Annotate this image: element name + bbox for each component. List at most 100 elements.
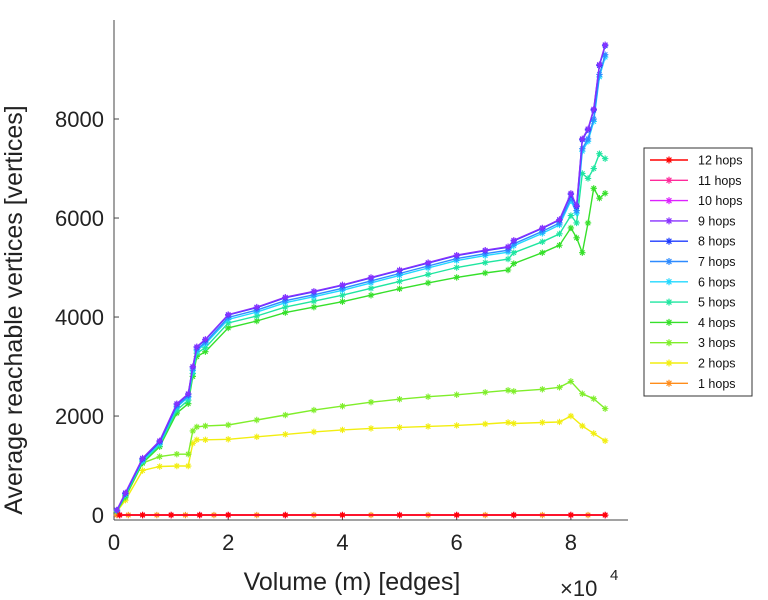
data-point bbox=[567, 190, 575, 197]
data-point bbox=[567, 412, 575, 420]
data-point bbox=[424, 279, 432, 287]
legend-label: 12 hops bbox=[698, 154, 742, 168]
data-point bbox=[156, 463, 163, 470]
data-point bbox=[556, 384, 563, 391]
legend-swatch-marker bbox=[665, 379, 673, 387]
legend-label: 11 hops bbox=[698, 174, 742, 188]
data-point bbox=[139, 467, 146, 474]
data-point bbox=[253, 317, 260, 325]
legend-box bbox=[643, 147, 753, 397]
axis-labels: Volume (m) [edges] Average reachable ver… bbox=[0, 105, 618, 600]
data-point bbox=[584, 175, 592, 182]
data-point bbox=[282, 294, 289, 301]
data-point bbox=[225, 436, 232, 443]
data-point bbox=[173, 450, 181, 458]
legend-entry: 9 hops bbox=[650, 214, 736, 228]
y-tick-label: 0 bbox=[92, 503, 104, 528]
data-point bbox=[396, 396, 403, 403]
legend-swatch-marker bbox=[665, 176, 673, 184]
series-9-hops bbox=[113, 41, 609, 514]
data-point bbox=[193, 343, 201, 350]
legend-label: 3 hops bbox=[698, 336, 736, 350]
data-point bbox=[189, 440, 197, 447]
data-point bbox=[185, 400, 192, 407]
data-point bbox=[282, 303, 289, 311]
data-point bbox=[539, 386, 546, 393]
x-axis-label: Volume (m) [edges] bbox=[244, 568, 461, 596]
data-point bbox=[590, 430, 597, 437]
data-point bbox=[310, 303, 318, 311]
data-point bbox=[202, 344, 209, 351]
data-point bbox=[504, 243, 512, 250]
data-point bbox=[504, 266, 512, 274]
data-point bbox=[339, 281, 346, 289]
series-7-hops bbox=[113, 51, 609, 514]
legend-swatch-marker bbox=[665, 237, 673, 245]
data-point bbox=[482, 420, 489, 428]
data-point bbox=[510, 260, 517, 267]
data-point bbox=[339, 402, 346, 410]
data-point bbox=[396, 285, 403, 293]
data-point bbox=[482, 389, 489, 396]
data-point bbox=[601, 190, 609, 197]
series-line bbox=[116, 186, 606, 512]
legend-entry: 7 hops bbox=[650, 255, 736, 269]
data-point bbox=[573, 202, 580, 209]
x-tick-label: 4 bbox=[336, 530, 348, 555]
data-point bbox=[339, 426, 346, 434]
data-point bbox=[173, 462, 181, 470]
legend-label: 6 hops bbox=[698, 275, 736, 289]
series-line bbox=[116, 45, 606, 511]
legend-label: 9 hops bbox=[698, 214, 736, 228]
data-point bbox=[396, 424, 403, 431]
data-point bbox=[116, 511, 123, 519]
x-tick-label: 0 bbox=[108, 530, 120, 555]
data-point bbox=[253, 312, 260, 320]
data-point bbox=[189, 363, 197, 370]
legend-swatch-marker bbox=[665, 156, 673, 164]
data-point bbox=[339, 298, 346, 305]
data-point bbox=[510, 511, 517, 519]
data-point bbox=[579, 170, 586, 177]
data-point bbox=[202, 436, 209, 444]
legend-entry: 10 hops bbox=[650, 194, 742, 208]
legend-label: 5 hops bbox=[698, 296, 736, 310]
legend-entry: 11 hops bbox=[650, 174, 742, 188]
data-point bbox=[601, 51, 609, 58]
data-point bbox=[424, 271, 432, 278]
data-point bbox=[424, 259, 432, 266]
data-point bbox=[590, 115, 597, 123]
data-point bbox=[424, 423, 432, 430]
data-point bbox=[510, 249, 517, 256]
data-point bbox=[310, 406, 318, 414]
data-point bbox=[579, 135, 586, 143]
data-point bbox=[185, 390, 192, 397]
data-point bbox=[225, 311, 232, 318]
data-point bbox=[590, 165, 597, 172]
data-point bbox=[113, 506, 121, 514]
x-multiplier-base: ×10 bbox=[560, 576, 597, 600]
data-point bbox=[193, 436, 201, 444]
series-line bbox=[116, 380, 606, 512]
data-point bbox=[453, 511, 460, 519]
legend-entry: 1 hops bbox=[650, 377, 736, 391]
data-point bbox=[482, 259, 489, 266]
legend-swatch-marker bbox=[665, 278, 673, 286]
series-8-hops bbox=[113, 42, 609, 514]
data-point bbox=[225, 324, 232, 332]
data-point bbox=[185, 462, 192, 470]
data-point bbox=[590, 105, 597, 113]
legend-entry: 5 hops bbox=[650, 296, 736, 310]
data-point bbox=[453, 274, 460, 281]
data-point bbox=[185, 450, 192, 458]
y-tick-label: 6000 bbox=[55, 206, 104, 231]
series-line bbox=[116, 44, 606, 511]
data-point bbox=[601, 437, 609, 444]
data-point bbox=[225, 511, 232, 519]
data-point bbox=[601, 41, 609, 48]
y-tick-label: 2000 bbox=[55, 404, 104, 429]
data-point bbox=[539, 249, 546, 256]
legend-label: 2 hops bbox=[698, 357, 736, 371]
data-point bbox=[584, 135, 592, 143]
